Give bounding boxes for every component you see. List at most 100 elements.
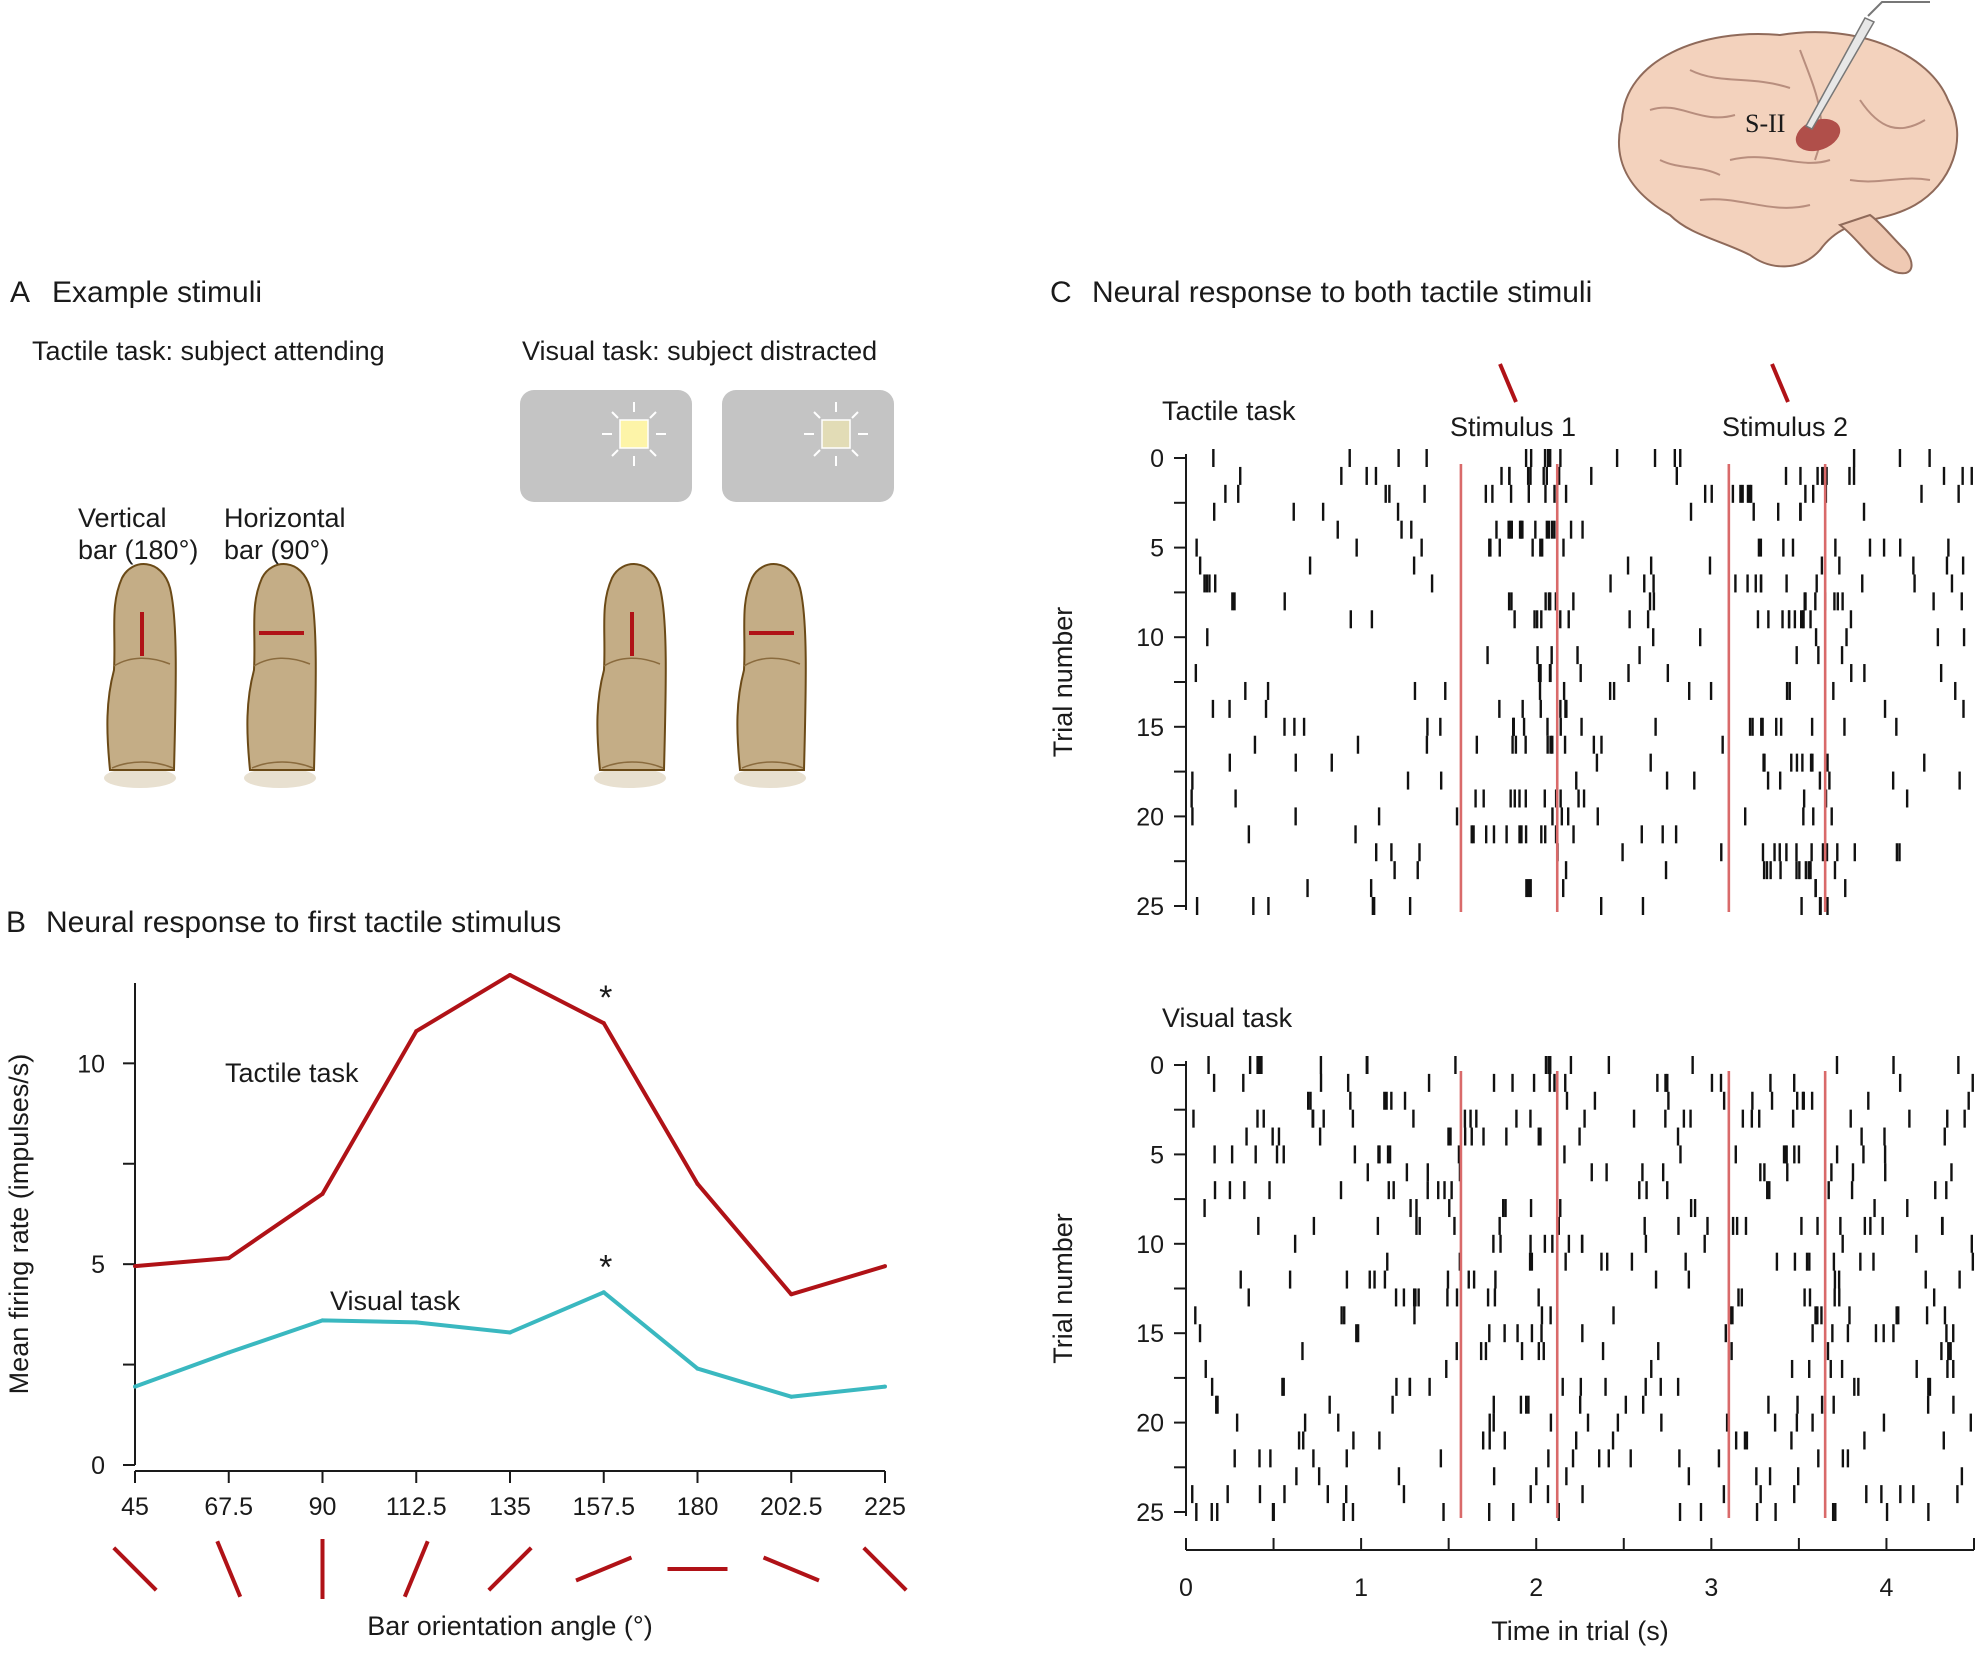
x-tick-label: 90	[309, 1493, 337, 1521]
orientation-glyph	[575, 1555, 633, 1583]
raster-tactile: Tactile task 0 5 10 15 20 25 Trial number	[1048, 396, 1973, 921]
orientation-glyph	[862, 1546, 908, 1592]
orientation-glyph	[402, 1540, 430, 1598]
y-axis-label: Trial number	[1048, 1213, 1078, 1364]
y-tick-label: 0	[1150, 1052, 1164, 1080]
series-point	[320, 1191, 325, 1196]
y-tick-label: 20	[1136, 803, 1164, 831]
orientation-glyph	[215, 1540, 243, 1598]
y-tick-label: 10	[1136, 624, 1164, 652]
stimulus-2-label: Stimulus 2	[1722, 412, 1848, 442]
finger-vertical-tactile	[103, 563, 177, 789]
panel-c: C Neural response to both tactile stimul…	[1048, 276, 1975, 1646]
orientation-glyph	[762, 1555, 820, 1583]
panel-b-plot: 0 5 10 45 67.5 90 112.5 135 157.5 180 202.5 225 Bar …	[4, 972, 908, 1641]
y-tick-label: 20	[1136, 1410, 1164, 1438]
significance-marker: *	[599, 1248, 612, 1286]
panel-a-letter: A	[10, 276, 30, 309]
vertical-bar-label-2: bar (180°)	[78, 535, 198, 565]
finger-vertical-visual	[593, 563, 667, 789]
orientation-glyph	[112, 1546, 158, 1592]
series-point	[414, 1029, 419, 1034]
series-point	[226, 1350, 231, 1355]
series-label: Visual task	[330, 1286, 461, 1316]
brain-shape	[1617, 31, 1959, 268]
brain-illustration: S-II	[1617, 1, 1959, 275]
y-tick-label: 0	[1150, 445, 1164, 473]
raster-title: Tactile task	[1162, 396, 1296, 426]
finger-horizontal-tactile	[243, 563, 317, 789]
series-line	[134, 972, 886, 1297]
series-point	[601, 1021, 606, 1026]
series-point	[789, 1292, 794, 1297]
y-tick-label: 10	[1136, 1231, 1164, 1259]
x-tick-label: 135	[489, 1493, 531, 1521]
x-tick-label: 45	[121, 1493, 149, 1521]
y-tick-label: 5	[91, 1251, 105, 1279]
vertical-bar-label-1: Vertical	[78, 503, 167, 533]
brain-stem	[1837, 213, 1913, 275]
series-point	[508, 1330, 512, 1335]
series-point	[320, 1318, 325, 1323]
series-label: Tactile task	[225, 1058, 359, 1088]
panel-b-letter: B	[6, 906, 26, 939]
finger-horizontal-visual	[733, 563, 807, 789]
x-tick-label: 202.5	[760, 1493, 823, 1521]
raster-title: Visual task	[1162, 1003, 1293, 1033]
x-tick-label: 67.5	[204, 1493, 253, 1521]
series-point	[508, 972, 512, 977]
orientation-glyph	[487, 1546, 533, 1592]
brain-label: S-II	[1745, 109, 1785, 138]
raster-visual: Visual task 0 5 10 15 20 25 Trial number 0 1 2 3 4 Ti…	[1048, 1003, 1975, 1646]
y-tick-label: 5	[1150, 535, 1164, 563]
x-tick-label: 3	[1704, 1574, 1718, 1602]
series-point	[883, 1264, 887, 1269]
x-tick-label: 157.5	[572, 1493, 635, 1521]
x-axis-label: Bar orientation angle (°)	[367, 1611, 652, 1641]
series-point	[133, 1264, 137, 1269]
x-tick-label: 0	[1179, 1574, 1193, 1602]
series-point	[883, 1384, 887, 1389]
y-tick-label: 25	[1136, 893, 1164, 921]
panel-b: B Neural response to first tactile stimu…	[4, 906, 908, 1641]
tactile-task-header: Tactile task: subject attending	[32, 336, 385, 366]
y-tick-label: 15	[1136, 714, 1164, 742]
stimulus-1-orientation-icon	[1498, 363, 1518, 403]
y-tick-label: 0	[91, 1452, 105, 1480]
horizontal-bar-label-2: bar (90°)	[224, 535, 329, 565]
x-tick-label: 225	[864, 1493, 906, 1521]
panel-a: A Example stimuli Tactile task: subject …	[10, 276, 894, 789]
x-tick-label: 1	[1354, 1574, 1368, 1602]
x-tick-label: 112.5	[386, 1493, 447, 1521]
horizontal-bar-label-1: Horizontal	[224, 503, 346, 533]
x-axis-label: Time in trial (s)	[1491, 1616, 1669, 1646]
y-axis-label: Mean firing rate (impulses/s)	[4, 1054, 34, 1395]
visual-screen-dim	[722, 390, 894, 502]
y-tick-label: 25	[1136, 1499, 1164, 1527]
stimulus-1-label: Stimulus 1	[1450, 412, 1576, 442]
series-point	[133, 1384, 137, 1389]
panel-b-title: Neural response to first tactile stimulu…	[46, 906, 561, 939]
y-tick-label: 5	[1150, 1141, 1164, 1169]
x-tick-label: 180	[677, 1493, 719, 1521]
electrode-wire	[1867, 1, 1930, 17]
x-tick-label: 2	[1529, 1574, 1543, 1602]
panel-c-title: Neural response to both tactile stimuli	[1092, 276, 1592, 309]
series-point	[789, 1394, 794, 1399]
panel-a-title: Example stimuli	[52, 276, 262, 309]
stimulus-2-orientation-icon	[1770, 363, 1790, 403]
visual-task-header: Visual task: subject distracted	[522, 336, 877, 366]
visual-screen-bright	[520, 390, 692, 502]
significance-marker: *	[599, 979, 612, 1017]
panel-c-letter: C	[1050, 276, 1072, 309]
series-point	[695, 1181, 700, 1186]
y-tick-label: 10	[77, 1050, 105, 1078]
series-point	[226, 1256, 231, 1261]
series-point	[601, 1290, 606, 1295]
x-tick-label: 4	[1879, 1574, 1893, 1602]
electrode-icon	[1804, 17, 1876, 130]
y-tick-label: 15	[1136, 1320, 1164, 1348]
y-axis-label: Trial number	[1048, 607, 1078, 758]
